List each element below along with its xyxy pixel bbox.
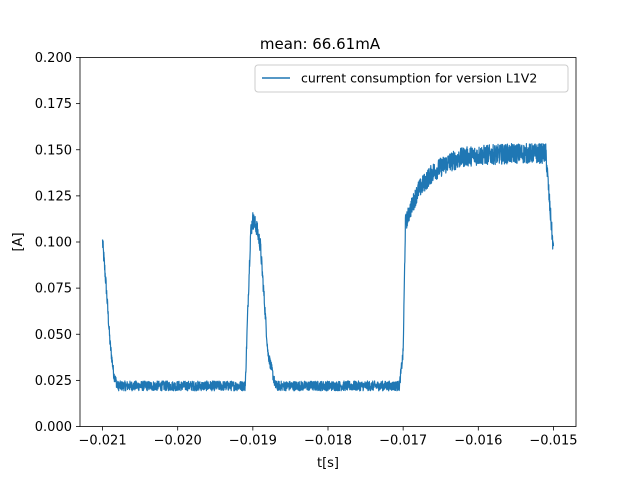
x-tick-label: −0.017 [379, 434, 427, 449]
legend-box [254, 64, 569, 93]
x-tick-label: −0.020 [154, 434, 202, 449]
y-tick-label: 0.175 [35, 97, 72, 112]
y-tick-label: 0.125 [35, 189, 72, 204]
y-tick-label: 0.000 [35, 420, 72, 435]
plot-frame [79, 57, 577, 427]
y-tick-label: 0.200 [35, 51, 72, 66]
x-tick-label: −0.021 [78, 434, 126, 449]
x-tick-label: −0.018 [304, 434, 352, 449]
series-line [101, 142, 555, 392]
y-tick-label: 0.150 [35, 143, 72, 158]
x-tick-label: −0.015 [529, 434, 577, 449]
y-axis-label: [A] [11, 232, 26, 251]
y-tick-label: 0.100 [35, 236, 72, 251]
y-tick-label: 0.050 [35, 328, 72, 343]
legend: current consumption for version L1V2 [254, 64, 569, 93]
legend-label: current consumption for version L1V2 [301, 71, 537, 86]
x-tick-label: −0.019 [229, 434, 277, 449]
x-axis-label: t[s] [317, 456, 339, 471]
chart-title: mean: 66.61mA [260, 35, 381, 53]
x-tick-label: −0.016 [454, 434, 502, 449]
y-tick-label: 0.075 [35, 282, 72, 297]
y-tick-label: 0.025 [35, 374, 72, 389]
